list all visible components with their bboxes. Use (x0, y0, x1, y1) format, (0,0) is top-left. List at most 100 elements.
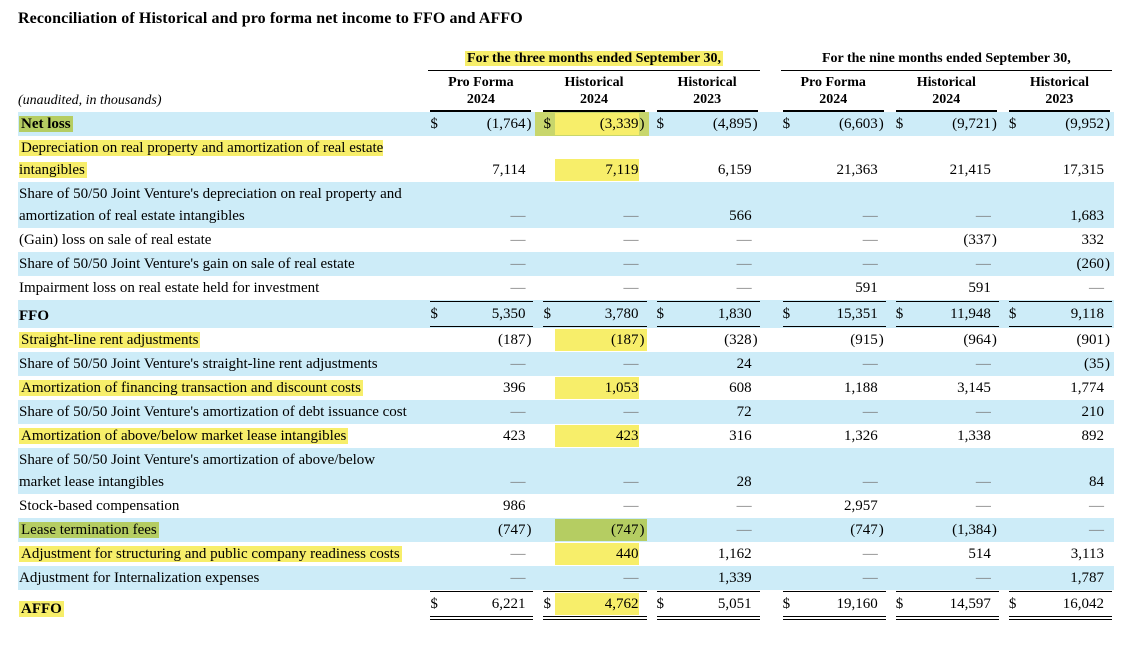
cell-value: — (623, 280, 639, 296)
column-gap (762, 590, 775, 621)
cell-value: — (736, 256, 752, 272)
column-header-row: (unaudited, in thousands) Pro Forma 2024 … (18, 71, 1114, 112)
cell-value: 6,159 (717, 162, 752, 178)
cell-3mo-historical-2023: (328) (649, 328, 762, 352)
cell-value: 19,160 (836, 596, 878, 612)
cell-9mo-proforma-2024: — (775, 228, 888, 252)
row-label-cell: FFO (18, 300, 422, 328)
column-gap (762, 494, 775, 518)
row-label: Adjustment for Internalization expenses (19, 570, 260, 586)
cell-3mo-historical-2023: — (649, 228, 762, 252)
cell-value: (4,895 (712, 116, 752, 132)
cell-9mo-historical-2023: (35) (1001, 352, 1114, 376)
cell-value: 423 (502, 428, 526, 444)
cell-9mo-historical-2023: $9,118 (1001, 300, 1114, 328)
cell-9mo-historical-2024: — (888, 494, 1001, 518)
group-gap (762, 71, 775, 112)
group-three-months-label: For the three months ended September 30, (465, 51, 723, 66)
cell-value: 15,351 (836, 306, 878, 322)
cell-3mo-historical-2024: 7,119 (535, 136, 648, 182)
cell-9mo-historical-2024: (337) (888, 228, 1001, 252)
cell-value: 3,780 (604, 306, 639, 322)
cell-9mo-proforma-2024: — (775, 182, 888, 228)
close-paren: ) (878, 332, 884, 348)
dollar-sign: $ (430, 306, 438, 322)
cell-value: 591 (855, 280, 878, 296)
group-nine-months-label: For the nine months ended September 30, (821, 51, 1071, 66)
close-paren: ) (1105, 332, 1110, 348)
column-gap (762, 300, 775, 328)
row-label-cell: Amortization of above/below market lease… (18, 424, 422, 448)
cell-3mo-historical-2023: 316 (649, 424, 762, 448)
group-header-row: For the three months ended September 30,… (18, 50, 1114, 71)
cell-9mo-proforma-2024: 2,957 (775, 494, 888, 518)
row-label-cell: Share of 50/50 Joint Venture's amortizat… (18, 400, 422, 424)
cell-value: 608 (729, 380, 752, 396)
cell-value: 21,415 (949, 162, 991, 178)
group-three-months: For the three months ended September 30, (422, 50, 761, 71)
close-paren: ) (878, 116, 884, 132)
row-label-cell: Stock-based compensation (18, 494, 422, 518)
column-gap (762, 252, 775, 276)
cell-9mo-historical-2024: — (888, 400, 1001, 424)
group-header-spacer (18, 50, 422, 71)
cell-value: 14,597 (949, 596, 991, 612)
cell-9mo-historical-2024: 3,145 (888, 376, 1001, 400)
cell-value: 84 (1089, 474, 1104, 490)
cell-9mo-historical-2024: — (888, 182, 1001, 228)
group-gap (762, 50, 775, 71)
close-paren: ) (991, 522, 997, 538)
cell-value: 72 (736, 404, 752, 420)
cell-value: (187 (555, 329, 639, 351)
cell-3mo-historical-2024: — (535, 276, 648, 300)
cell-9mo-historical-2023: 84 (1001, 448, 1114, 494)
close-paren: ) (991, 332, 997, 348)
cell-value: 3,145 (957, 380, 991, 396)
cell-value: — (510, 570, 526, 586)
row-label-cell: Share of 50/50 Joint Venture's depreciat… (18, 182, 422, 228)
col-header-line1: Historical (1029, 75, 1089, 90)
cell-9mo-historical-2023: 1,683 (1001, 182, 1114, 228)
row-label: Lease termination fees (19, 522, 159, 538)
cell-value: — (623, 208, 639, 224)
close-paren: ) (638, 519, 647, 541)
cell-value: 2,957 (844, 498, 878, 514)
cell-value: 7,114 (492, 162, 526, 178)
cell-3mo-historical-2024: 423 (535, 424, 648, 448)
table-row: Share of 50/50 Joint Venture's amortizat… (18, 400, 1114, 424)
col-header-9mo-historical-2024: Historical 2024 (888, 71, 1001, 112)
col-header-line1: Historical (916, 75, 976, 90)
cell-3mo-proforma-2024: — (422, 252, 535, 276)
col-header-line1: Historical (564, 75, 624, 90)
close-paren: ) (991, 116, 997, 132)
dollar-sign: $ (895, 116, 904, 132)
row-label-cell: Impairment loss on real estate held for … (18, 276, 422, 300)
cell-value: (915 (850, 332, 878, 348)
cell-3mo-historical-2023: $5,051 (649, 590, 762, 621)
cell-value: — (975, 570, 991, 586)
cell-value: (964 (963, 332, 991, 348)
cell-value: — (1089, 498, 1104, 514)
column-gap (762, 276, 775, 300)
close-paren: ) (752, 332, 758, 348)
cell-value: 1,339 (717, 570, 752, 586)
cell-value: — (623, 256, 639, 272)
table-row: Net loss $ (1,764) $ (3,339) $ (4,895) $ (6,… (18, 112, 1114, 136)
cell-9mo-historical-2023: (901) (1001, 328, 1114, 352)
close-paren: ) (1105, 356, 1110, 372)
reconciliation-table: For the three months ended September 30,… (18, 50, 1114, 621)
cell-value: (747 (850, 522, 878, 538)
cell-value: — (623, 570, 639, 586)
table-body: Net loss $ (1,764) $ (3,339) $ (4,895) $ (6,… (18, 112, 1114, 621)
cell-value: (1,384 (952, 522, 991, 538)
cell-9mo-historical-2023: (260) (1001, 252, 1114, 276)
cell-9mo-historical-2024: 514 (888, 542, 1001, 566)
cell-9mo-historical-2024: $11,948 (888, 300, 1001, 328)
row-label: Share of 50/50 Joint Venture's amortizat… (19, 452, 376, 490)
cell-value: — (862, 356, 878, 372)
dollar-sign: $ (656, 596, 665, 612)
cell-3mo-proforma-2024: $6,221 (422, 590, 535, 621)
row-label-cell: Share of 50/50 Joint Venture's amortizat… (18, 448, 422, 494)
dollar-sign: $ (1008, 116, 1017, 132)
table-row: Amortization of above/below market lease… (18, 424, 1114, 448)
